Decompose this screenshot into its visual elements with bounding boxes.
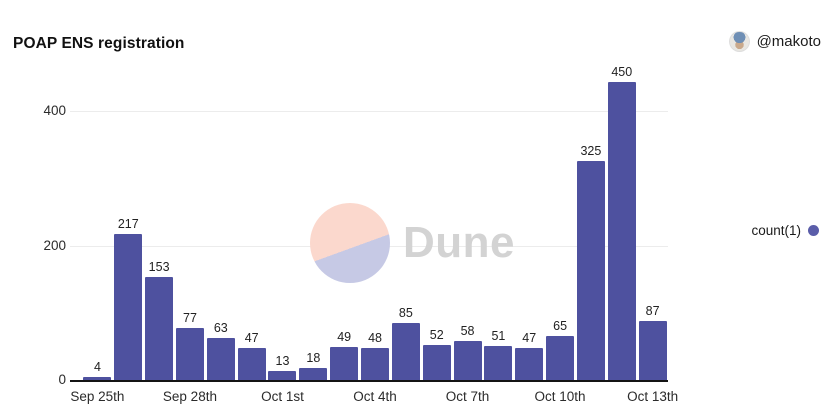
bar-value-label: 48: [368, 331, 382, 345]
bar-value-label: 58: [460, 324, 475, 338]
bar-slot-oct-6: 52: [421, 65, 452, 380]
dune-logo-icon: [310, 203, 390, 283]
legend-dot-icon: [808, 225, 819, 236]
bar-oct-8[interactable]: [484, 346, 513, 380]
bar-slot-oct-9: 47: [514, 65, 545, 380]
bar-value-label: 63: [213, 321, 228, 335]
bar-oct-2[interactable]: [299, 368, 328, 380]
x-axis-line: [70, 380, 668, 382]
bar-slot-oct-12: 450: [606, 65, 637, 380]
gridline-y-400: [70, 111, 668, 112]
bar-value-label: 52: [429, 328, 444, 342]
bar-slot-sep-25: 4: [82, 65, 113, 380]
bar-oct-12[interactable]: [607, 82, 636, 380]
bar-value-label: 87: [645, 304, 660, 318]
bar-slot-oct-2: 18: [298, 65, 329, 380]
bar-slot-oct-7: 58: [452, 65, 483, 380]
x-tick-label: Sep 28th: [162, 389, 217, 404]
author-handle[interactable]: @makoto: [756, 33, 821, 50]
bar-oct-3[interactable]: [330, 347, 359, 380]
bar-sep-26[interactable]: [114, 234, 143, 380]
bar-oct-9[interactable]: [515, 348, 544, 380]
x-tick-label: Sep 25th: [70, 389, 125, 404]
bar-slot-oct-13: 87: [637, 65, 668, 380]
bar-value-label: 47: [522, 331, 537, 345]
bar-slot-oct-3: 49: [329, 65, 360, 380]
bar-sep-28[interactable]: [175, 328, 204, 380]
y-tick-label-200: 200: [43, 238, 66, 253]
bar-value-label: 65: [553, 319, 568, 333]
x-tick-label: Oct 13th: [627, 389, 679, 404]
bar-oct-5[interactable]: [391, 323, 420, 380]
y-tick-label-0: 0: [58, 372, 66, 387]
bar-oct-1[interactable]: [268, 371, 297, 380]
x-tick-label: Oct 4th: [353, 389, 397, 404]
bar-slot-sep-30: 47: [236, 65, 267, 380]
bar-value-label: 13: [275, 354, 290, 368]
y-tick-label-400: 400: [43, 103, 66, 118]
x-tick-label: Oct 1st: [261, 389, 304, 404]
bar-slot-sep-29: 63: [205, 65, 236, 380]
dune-watermark-text: Dune: [403, 218, 515, 267]
bar-value-label: 450: [611, 65, 633, 79]
bar-oct-4[interactable]: [361, 348, 390, 380]
bar-value-label: 325: [580, 144, 602, 158]
bar-value-label: 217: [117, 217, 139, 231]
bar-slot-oct-4: 48: [360, 65, 391, 380]
bar-slot-oct-10: 65: [545, 65, 576, 380]
bar-value-label: 153: [148, 260, 170, 274]
bar-value-label: 85: [398, 306, 413, 320]
bar-oct-13[interactable]: [638, 321, 667, 380]
bar-slot-oct-5: 85: [390, 65, 421, 380]
bar-oct-6[interactable]: [422, 345, 451, 380]
bar-slot-sep-26: 217: [113, 65, 144, 380]
bar-value-label: 47: [244, 331, 259, 345]
legend-label: count(1): [751, 223, 801, 238]
bar-oct-7[interactable]: [453, 341, 482, 380]
bar-value-label: 77: [183, 311, 197, 325]
bar-sep-25[interactable]: [83, 377, 112, 380]
bar-sep-27[interactable]: [145, 277, 174, 380]
bar-oct-11[interactable]: [576, 161, 605, 380]
bar-slot-oct-11: 325: [576, 65, 607, 380]
author-avatar[interactable]: [728, 31, 750, 52]
bar-value-label: 51: [491, 329, 506, 343]
author-profile[interactable]: @makoto: [728, 31, 821, 52]
bar-value-label: 18: [306, 351, 321, 365]
x-tick-label: Oct 7th: [445, 389, 490, 404]
bar-value-label: 49: [337, 330, 352, 344]
x-tick-label: Oct 10th: [534, 389, 586, 404]
bar-oct-10[interactable]: [546, 336, 575, 380]
bar-slot-sep-28: 77: [175, 65, 206, 380]
bar-value-label: 4: [93, 360, 101, 374]
chart-title: POAP ENS registration: [13, 35, 185, 52]
bar-sep-30[interactable]: [237, 348, 266, 380]
bar-slot-oct-1: 13: [267, 65, 298, 380]
bar-slot-sep-27: 153: [144, 65, 175, 380]
bar-sep-29[interactable]: [206, 338, 235, 380]
bar-slot-oct-8: 51: [483, 65, 514, 380]
bars-container: 4 217 153 77 63 47 13 18 49 48 85 52 58 51 47 65 325 450 8…: [82, 65, 668, 380]
legend-item-count[interactable]: count(1): [751, 223, 819, 238]
